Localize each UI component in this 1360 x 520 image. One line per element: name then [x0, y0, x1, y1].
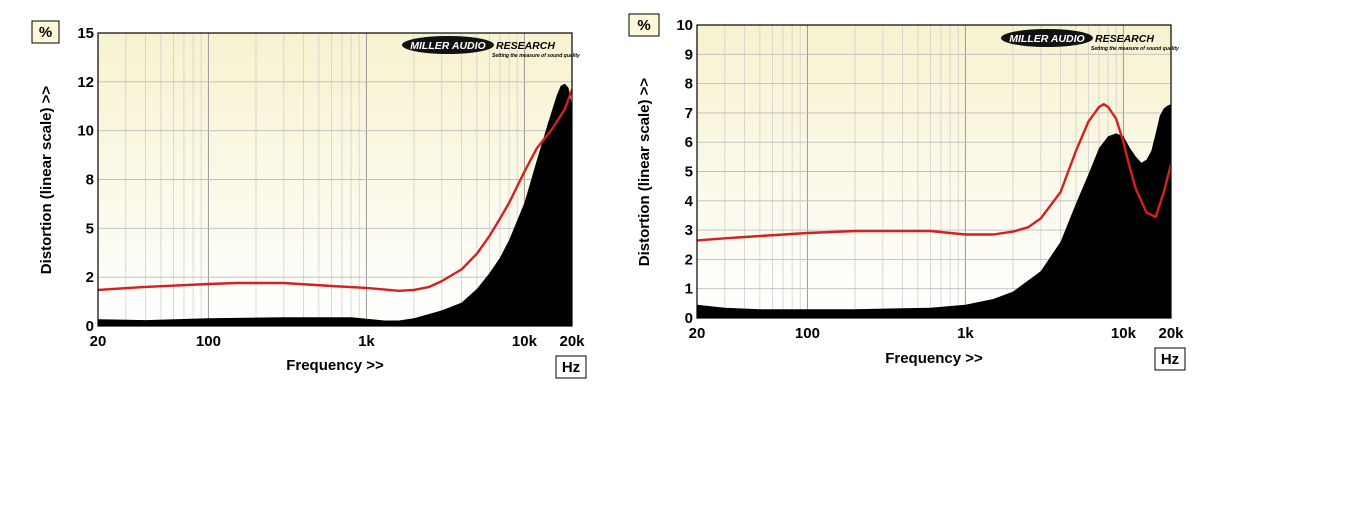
x-tick-label: 1k — [957, 325, 974, 342]
plot-frame — [97, 32, 573, 327]
y-tick-label: 10 — [676, 17, 693, 34]
brand-logo-research: RESEARCH — [496, 40, 555, 52]
x-tick-label: 20k — [559, 333, 585, 350]
hz-label: Hz — [562, 359, 580, 376]
series-group — [697, 102, 1171, 318]
series-line-red — [98, 88, 572, 292]
distortion-chart-right: MILLER AUDIO RESEARCH Setting the measur… — [628, 13, 1186, 371]
x-tick-label: 100 — [196, 333, 221, 350]
x-tick-label: 20 — [689, 325, 706, 342]
y-tick-label: 0 — [86, 318, 94, 335]
y-tick-label: 12 — [77, 74, 94, 91]
y-tick-label: 2 — [685, 251, 693, 268]
y-axis-title: Distortion (linear scale) >> — [38, 86, 55, 275]
brand-logo-oval — [402, 36, 494, 54]
unit-label-frame — [628, 13, 660, 37]
unit-label-box: % — [628, 13, 660, 37]
unit-label: % — [637, 17, 650, 34]
brand-logo-research: RESEARCH — [1095, 33, 1154, 45]
series-group — [98, 83, 572, 326]
brand-logo-name: MILLER AUDIO — [410, 40, 485, 52]
brand-logo: MILLER AUDIO RESEARCH Setting the measur… — [402, 36, 580, 59]
y-axis-title: Distortion (linear scale) >> — [636, 78, 653, 267]
unit-label: % — [39, 24, 52, 41]
brand-logo-tagline: Setting the measure of sound quality — [492, 53, 580, 59]
y-tick-label: 5 — [685, 164, 693, 181]
y-tick-label: 2 — [86, 269, 94, 286]
plot-frame — [696, 24, 1172, 319]
x-tick-label: 100 — [795, 325, 820, 342]
unit-label-box: % — [31, 20, 60, 44]
x-tick-labels: 20 100 1k 10k 20k — [689, 325, 1185, 342]
y-tick-label: 15 — [77, 25, 94, 42]
x-tick-label: 20k — [1158, 325, 1184, 342]
brand-logo: MILLER AUDIO RESEARCH Setting the measur… — [1001, 29, 1179, 52]
hz-label: Hz — [1161, 351, 1179, 368]
y-tick-label: 6 — [685, 134, 693, 151]
y-tick-labels: 0 2 5 8 10 12 15 — [77, 25, 94, 335]
brand-logo-name: MILLER AUDIO — [1009, 33, 1084, 45]
series-line-red — [697, 102, 1171, 242]
y-tick-label: 8 — [86, 172, 94, 189]
distortion-chart-left: MILLER AUDIO RESEARCH Setting the measur… — [31, 20, 587, 379]
y-tick-label: 3 — [685, 222, 693, 239]
hz-label-box: Hz — [555, 355, 587, 379]
x-tick-label: 1k — [358, 333, 375, 350]
y-tick-label: 9 — [685, 46, 693, 63]
y-tick-label: 1 — [685, 281, 693, 298]
x-tick-label: 10k — [1111, 325, 1137, 342]
hz-label-frame — [1154, 347, 1186, 371]
x-tick-labels: 20 100 1k 10k 20k — [90, 333, 586, 350]
y-tick-label: 8 — [685, 76, 693, 93]
x-axis-title: Frequency >> — [286, 357, 384, 374]
series-filled-area — [98, 83, 572, 326]
y-tick-label: 7 — [685, 105, 693, 122]
y-tick-label: 4 — [685, 193, 694, 210]
brand-logo-tagline: Setting the measure of sound quality — [1091, 46, 1179, 52]
y-tick-label: 5 — [86, 220, 94, 237]
hz-label-frame — [555, 355, 587, 379]
x-tick-label: 20 — [90, 333, 107, 350]
hz-label-box: Hz — [1154, 347, 1186, 371]
unit-label-frame — [31, 20, 60, 44]
x-tick-label: 10k — [512, 333, 538, 350]
y-tick-labels: 0 1 2 3 4 5 6 7 8 9 10 — [676, 17, 693, 327]
y-tick-label: 10 — [77, 123, 94, 140]
series-filled-area — [697, 104, 1171, 318]
y-tick-label: 0 — [685, 310, 693, 327]
x-axis-title: Frequency >> — [885, 350, 983, 367]
brand-logo-oval — [1001, 29, 1093, 47]
